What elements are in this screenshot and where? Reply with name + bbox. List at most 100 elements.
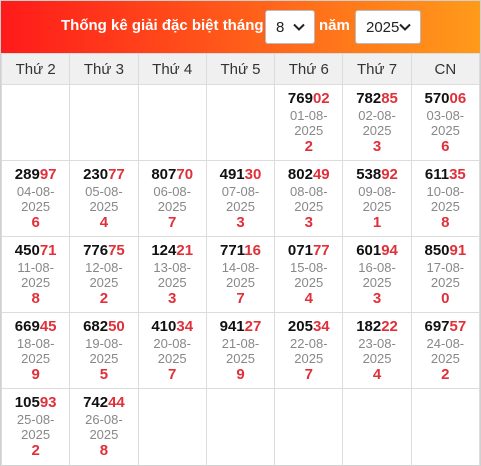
month-select[interactable]: 8 [265,10,315,44]
result-end: 34 [176,318,194,335]
result-number: 12421 [139,242,206,260]
day-cell: 45071 11-08- 2025 8 [0,236,71,313]
empty-cell [205,388,276,466]
result-head: 491 [219,166,245,183]
day-cell: 94127 21-08- 2025 9 [205,312,276,389]
result-number: 28997 [2,166,69,184]
empty-cell [342,388,412,466]
draw-date-day: 24-08- [426,336,465,351]
result-end: 22 [381,318,398,335]
result-end: 02 [312,90,330,107]
result-number: 60194 [343,242,410,260]
weekday-header: Thứ 3 [69,53,139,85]
draw-date-day: 09-08- [358,184,396,199]
draw-date-year: 2025 [89,275,119,290]
weekday-header: Thứ 2 [0,53,71,85]
result-head: 105 [14,394,40,411]
tail-digit: 3 [372,290,382,307]
day-cell: 57006 03-08- 2025 6 [410,84,481,161]
draw-date-day: 12-08- [85,260,123,275]
draw-date-year: 2025 [89,351,119,366]
chevron-down-icon [399,23,411,31]
tail-digit: 9 [236,366,245,383]
tail-digit: 5 [99,366,109,383]
result-end: 85 [381,90,398,107]
header-bar: Thống kê giải đặc biệt tháng 8 năm 2025 [1,1,480,53]
result-number: 41034 [139,318,206,336]
draw-date-day: 23-08- [358,336,396,351]
tail-digit: 3 [236,214,245,231]
result-number: 20534 [275,318,342,336]
day-cell: 53892 09-08- 2025 1 [342,160,412,237]
tail-digit: 2 [99,290,109,307]
day-cell: 07177 15-08- 2025 4 [274,236,344,313]
result-head: 182 [356,318,382,335]
header-title: Thống kê giải đặc biệt tháng [61,17,264,34]
year-select[interactable]: 2025 [355,10,421,44]
draw-date-day: 01-08- [289,108,328,123]
result-end: 57 [449,318,467,335]
draw-date-year: 2025 [89,427,119,442]
result-end: 93 [39,394,57,411]
draw-date-year: 2025 [226,275,255,290]
result-end: 77 [108,166,125,183]
draw-date-year: 2025 [89,199,119,214]
draw-date-year: 2025 [362,275,392,290]
empty-cell [410,388,481,466]
draw-date-day: 04-08- [16,184,55,199]
draw-date-year: 2025 [294,351,324,366]
tail-digit: 9 [31,366,40,383]
result-head: 289 [14,166,40,183]
tail-digit: 2 [441,366,450,383]
weekday-header: Thứ 4 [137,53,207,85]
day-cell: 20534 22-08- 2025 7 [274,312,344,389]
result-end: 44 [108,394,125,411]
draw-date-year: 2025 [157,351,187,366]
result-end: 77 [312,242,330,259]
result-number: 77675 [70,242,137,260]
draw-date-year: 2025 [430,199,460,214]
draw-date-day: 08-08- [289,184,328,199]
draw-date-year: 2025 [21,427,51,442]
result-end: 70 [176,166,194,183]
draw-date-year: 2025 [226,199,255,214]
weekday-header: Thứ 7 [342,53,412,85]
draw-date-year: 2025 [430,351,460,366]
weekday-header-row: Thứ 2 Thứ 3 Thứ 4 Thứ 5 Thứ 6 Thứ 7 CN [0,53,481,85]
draw-date-day: 14-08- [221,260,260,275]
result-number: 80770 [139,166,206,184]
result-end: 75 [108,242,125,259]
result-end: 50 [108,318,125,335]
empty-cell [137,388,207,466]
result-number: 68250 [70,318,137,336]
day-cell: 18222 23-08- 2025 4 [342,312,412,389]
result-end: 97 [39,166,57,183]
draw-date-day: 26-08- [85,412,123,427]
day-cell: 76902 01-08- 2025 2 [274,84,344,161]
day-cell: 74244 26-08- 2025 8 [69,388,139,466]
result-head: 802 [287,166,313,183]
result-number: 61135 [412,166,479,184]
tail-digit: 3 [168,290,177,307]
result-end: 49 [312,166,330,183]
result-head: 230 [83,166,109,183]
tail-digit: 7 [168,214,177,231]
draw-date-day: 10-08- [426,184,465,199]
tail-digit: 0 [441,290,450,307]
result-end: 27 [244,318,262,335]
result-head: 570 [424,90,450,107]
result-number: 69757 [412,318,479,336]
draw-date-day: 05-08- [85,184,123,199]
empty-cell [274,388,344,466]
result-head: 611 [424,166,450,183]
draw-date-day: 21-08- [221,336,260,351]
draw-date-day: 11-08- [17,260,54,275]
draw-date-year: 2025 [294,199,324,214]
week-row: 76902 01-08- 2025 2 78285 02-08- 2025 3 57006 03-… [0,84,481,161]
result-head: 669 [14,318,40,335]
day-cell: 49130 07-08- 2025 3 [205,160,276,237]
result-head: 410 [151,318,177,335]
chevron-down-icon [293,23,305,31]
result-head: 771 [220,242,245,259]
day-cell: 60194 16-08- 2025 3 [342,236,412,313]
